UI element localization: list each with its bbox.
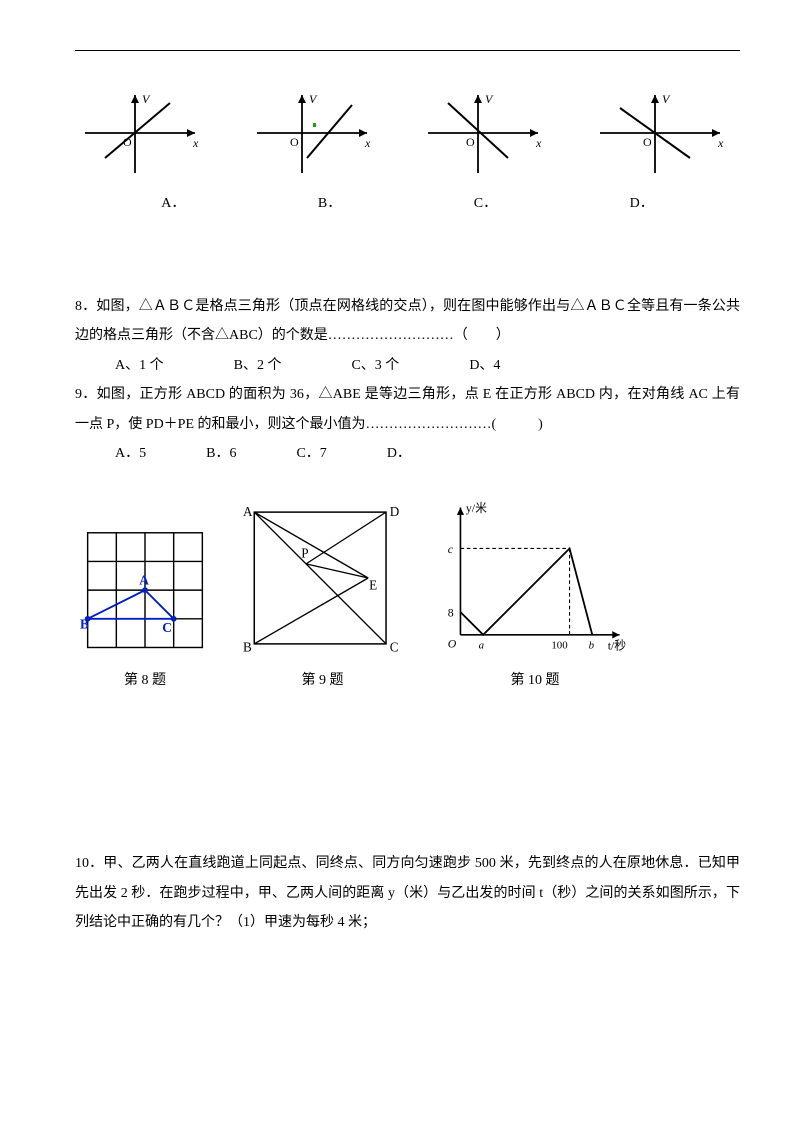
origin-label: O	[290, 135, 299, 149]
xlab: t/秒	[608, 639, 627, 653]
tick-b: b	[589, 640, 595, 652]
x-label: x	[717, 136, 724, 150]
lbl-E: E	[369, 578, 377, 593]
q8-d: D、4	[469, 351, 500, 380]
chart-svg: 8 c O a 100 b y/米 t/秒	[435, 498, 635, 658]
page: V x O V x O	[0, 0, 800, 978]
y-label: V	[485, 92, 494, 106]
y-label: V	[142, 92, 151, 106]
origin-label: O	[643, 135, 652, 149]
cap-10: 第 10 题	[435, 669, 635, 689]
opt-d: D．	[630, 192, 654, 212]
q9-c: C．7	[296, 439, 326, 468]
x-label: x	[535, 136, 542, 150]
spacer	[75, 689, 740, 849]
q9-text: 9．如图，正方形 ABCD 的面积为 36，△ABE 是等边三角形，点 E 在正…	[75, 380, 740, 439]
opt-c: C．	[474, 192, 497, 212]
origin-label: O	[123, 135, 132, 149]
fig-q10: 8 c O a 100 b y/米 t/秒 第 10 题	[435, 498, 635, 689]
graph-d: V x O	[590, 91, 740, 186]
lbl-A2: A	[243, 504, 253, 519]
origin-o: O	[448, 637, 457, 651]
q9-b: B．6	[206, 439, 236, 468]
opt-a: A．	[161, 192, 185, 212]
x-label: x	[192, 136, 199, 150]
tick-a: a	[479, 640, 485, 652]
axes-svg-a: V x O	[75, 91, 215, 181]
tick-100: 100	[551, 640, 568, 652]
top-rule	[75, 50, 740, 51]
axes-svg-b: V x O	[247, 91, 387, 181]
graph-b: V x O	[247, 91, 387, 186]
y-label: V	[662, 92, 671, 106]
cap-8: 第 8 题	[80, 669, 210, 689]
x-label: x	[364, 136, 371, 150]
q8-b: B、2 个	[234, 351, 282, 380]
q8-a: A、1 个	[115, 351, 164, 380]
lbl-B2: B	[243, 640, 252, 655]
q7-options: A． B． C． D．	[75, 192, 740, 212]
fig-q8: A B C 第 8 题	[80, 528, 210, 689]
q8-c: C、3 个	[351, 351, 399, 380]
q9-d: D．	[387, 439, 411, 468]
q7-graph-row: V x O V x O	[75, 91, 740, 186]
origin-label: O	[466, 135, 475, 149]
cap-9: 第 9 题	[240, 669, 405, 689]
ylab: y/米	[466, 501, 487, 515]
lbl-B: B	[80, 617, 89, 632]
grid-svg: A B C	[80, 528, 210, 658]
q8-choices: A、1 个 B、2 个 C、3 个 D、4	[75, 351, 740, 380]
lbl-C2: C	[390, 640, 399, 655]
lbl-P: P	[301, 546, 308, 561]
lbl-D2: D	[390, 504, 400, 519]
tick-8: 8	[448, 606, 454, 620]
q8-text: 8．如图，△ＡＢＣ是格点三角形（顶点在网格线的交点），则在图中能够作出与△ＡＢＣ…	[75, 292, 740, 351]
q9-a: A．5	[115, 439, 146, 468]
opt-b: B．	[318, 192, 341, 212]
lbl-A: A	[139, 573, 149, 588]
graph-c: V x O	[418, 91, 558, 186]
graph-a: V x O	[75, 91, 215, 186]
figure-row: A B C 第 8 题 A B C D E	[80, 498, 740, 689]
axes-svg-d: V x O	[590, 91, 740, 181]
lbl-C: C	[162, 621, 172, 636]
axes-svg-c: V x O	[418, 91, 558, 181]
q9-choices: A．5 B．6 C．7 D．	[75, 439, 740, 468]
q10-text: 10．甲、乙两人在直线跑道上同起点、同终点、同方向匀速跑步 500 米，先到终点…	[75, 849, 740, 937]
square-svg: A B C D E P	[240, 498, 405, 658]
tick-c: c	[448, 542, 454, 556]
fig-q9: A B C D E P 第 9 题	[240, 498, 405, 689]
y-label: V	[309, 92, 318, 106]
